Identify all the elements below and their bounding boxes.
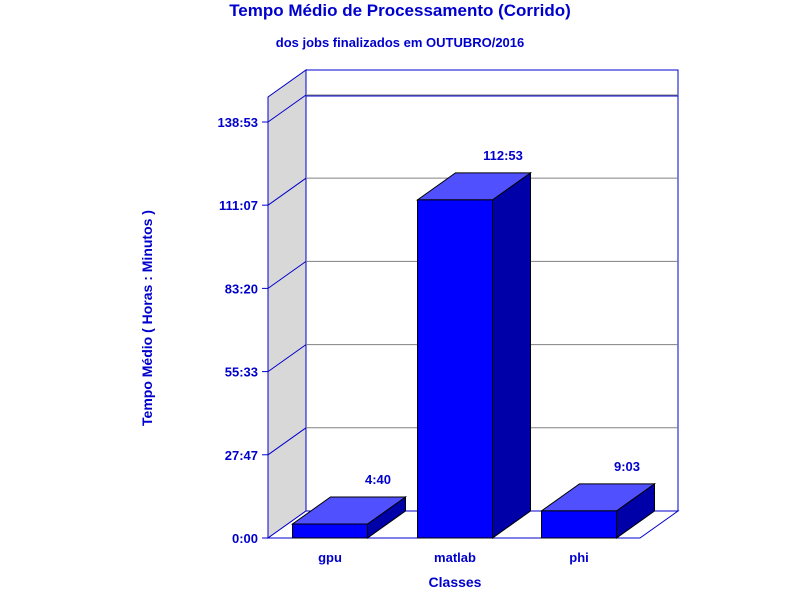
bar-phi	[541, 510, 617, 539]
bar-gpu	[292, 523, 368, 539]
y-tick-label: 27:47	[225, 448, 258, 463]
gridline-left	[267, 344, 307, 373]
x-axis-label: Classes	[429, 574, 482, 590]
y-tick-label: 83:20	[225, 281, 258, 296]
y-tick-label: 138:53	[218, 115, 258, 130]
x-tick-label-matlab: matlab	[434, 550, 476, 565]
y-tick-label: 111:07	[219, 198, 258, 213]
data-label-matlab: 112:53	[483, 148, 523, 163]
gridline-left	[267, 427, 307, 456]
x-tick-label-phi: phi	[569, 550, 589, 565]
chart-subtitle: dos jobs finalizados em OUTUBRO/2016	[276, 35, 525, 50]
gridline-left	[267, 177, 307, 206]
y-axis-label: Tempo Médio ( Horas : Minutos )	[139, 210, 155, 426]
left-wall	[267, 69, 307, 539]
gridline-left	[267, 260, 307, 289]
data-label-phi: 9:03	[614, 459, 640, 474]
gridline-left	[267, 94, 307, 123]
y-tick-label: 0:00	[232, 531, 258, 546]
bar-side-matlab	[492, 171, 531, 539]
y-tick-label: 55:33	[225, 365, 258, 380]
x-tick-label-gpu: gpu	[318, 550, 342, 565]
chart-title: Tempo Médio de Processamento (Corrido)	[229, 1, 571, 20]
plot-area: 0:00 27:47 55:33 83:20 111:07 138:53 4:40 gpu 11…	[218, 69, 680, 565]
bar-matlab	[417, 199, 493, 539]
data-label-gpu: 4:40	[365, 472, 391, 487]
